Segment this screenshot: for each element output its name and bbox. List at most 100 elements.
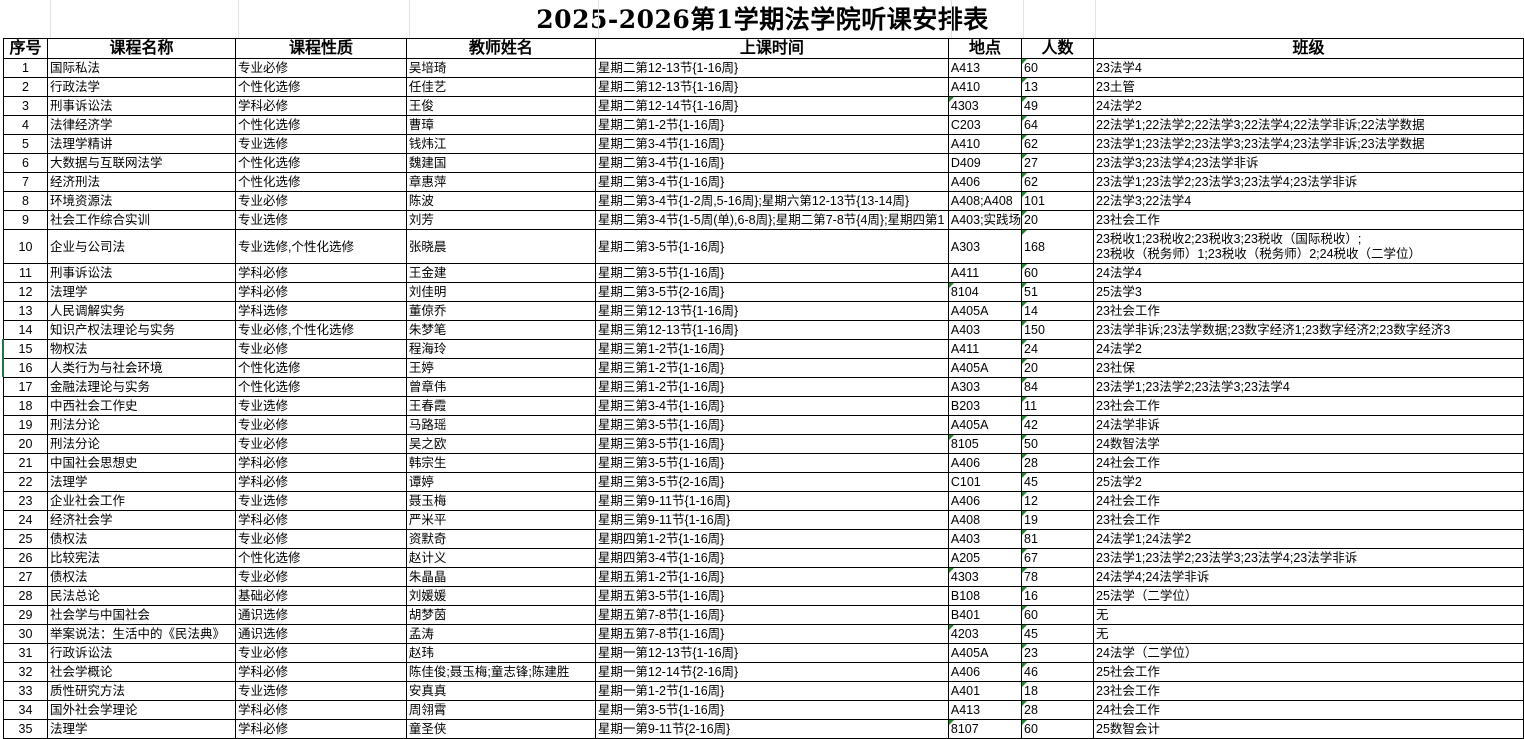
cell-course-type[interactable]: 专业选修 (234, 134, 407, 154)
cell-teacher[interactable]: 吴之欧 (405, 434, 596, 454)
cell-course-name[interactable]: 刑事诉讼法 (46, 96, 236, 116)
cell-count[interactable]: 14 (1021, 301, 1094, 321)
cell-course-type[interactable]: 个性化选修 (234, 548, 407, 568)
cell-course-type[interactable]: 个性化选修 (234, 172, 407, 192)
cell-location[interactable]: A408 (947, 510, 1023, 530)
cell-class[interactable]: 24法学4 (1093, 263, 1524, 283)
cell-course-type[interactable]: 专业必修 (234, 339, 407, 359)
cell-teacher[interactable]: 马路瑶 (405, 415, 596, 435)
cell-course-type[interactable]: 专业选修 (234, 210, 407, 230)
cell-teacher[interactable]: 资默奇 (405, 529, 596, 549)
cell-index[interactable]: 23 (3, 491, 48, 511)
cell-index[interactable]: 14 (3, 320, 48, 340)
cell-teacher[interactable]: 王金建 (405, 263, 596, 283)
cell-course-name[interactable]: 行政法学 (46, 77, 236, 97)
cell-count[interactable]: 67 (1021, 548, 1094, 568)
cell-teacher[interactable]: 韩宗生 (405, 453, 596, 473)
cell-course-name[interactable]: 举案说法：生活中的《民法典》 (46, 624, 236, 644)
cell-time[interactable]: 星期一第12-13节{1-16周} (594, 643, 949, 663)
cell-course-name[interactable]: 知识产权法理论与实务 (46, 320, 236, 340)
cell-count[interactable]: 42 (1021, 415, 1094, 435)
cell-course-type[interactable]: 专业必修 (234, 415, 407, 435)
cell-teacher[interactable]: 王俊 (405, 96, 596, 116)
cell-time[interactable]: 星期一第1-2节{1-16周} (594, 681, 949, 701)
cell-teacher[interactable]: 周翎霄 (405, 700, 596, 720)
cell-class[interactable]: 25法学（二学位） (1093, 586, 1524, 606)
cell-location[interactable]: A410 (947, 134, 1023, 154)
cell-teacher[interactable]: 朱晶晶 (405, 567, 596, 587)
cell-course-type[interactable]: 个性化选修 (234, 77, 407, 97)
cell-course-name[interactable]: 比较宪法 (46, 548, 236, 568)
header-index[interactable]: 序号 (3, 38, 48, 59)
cell-count[interactable]: 50 (1021, 434, 1094, 454)
cell-count[interactable]: 28 (1021, 453, 1094, 473)
cell-count[interactable]: 60 (1021, 605, 1094, 625)
cell-index[interactable]: 7 (3, 172, 48, 192)
cell-time[interactable]: 星期三第12-13节{1-16周} (594, 320, 949, 340)
cell-class[interactable]: 23法学3;23法学4;23法学非诉 (1093, 153, 1524, 173)
cell-location[interactable]: A408;A408 (947, 191, 1023, 211)
cell-time[interactable]: 星期二第12-14节{1-16周} (594, 96, 949, 116)
cell-count[interactable]: 23 (1021, 643, 1094, 663)
cell-index[interactable]: 22 (3, 472, 48, 492)
cell-count[interactable]: 11 (1021, 396, 1094, 416)
cell-time[interactable]: 星期二第3-4节{1-2周,5-16周};星期六第12-13节{13-14周} (594, 191, 949, 211)
cell-class[interactable]: 23社会工作 (1093, 510, 1524, 530)
cell-count[interactable]: 46 (1021, 662, 1094, 682)
cell-count[interactable]: 60 (1021, 58, 1094, 78)
cell-location[interactable]: A403 (947, 320, 1023, 340)
cell-course-name[interactable]: 法理学 (46, 282, 236, 302)
cell-course-type[interactable]: 基础必修 (234, 586, 407, 606)
cell-count[interactable]: 51 (1021, 282, 1094, 302)
cell-count[interactable]: 12 (1021, 491, 1094, 511)
cell-count[interactable]: 28 (1021, 700, 1094, 720)
cell-teacher[interactable]: 孟涛 (405, 624, 596, 644)
cell-course-name[interactable]: 企业社会工作 (46, 491, 236, 511)
cell-index[interactable]: 12 (3, 282, 48, 302)
cell-time[interactable]: 星期二第12-13节{1-16周} (594, 77, 949, 97)
cell-location[interactable]: A405A (947, 358, 1023, 378)
cell-index[interactable]: 27 (3, 567, 48, 587)
cell-course-name[interactable]: 环境资源法 (46, 191, 236, 211)
cell-count[interactable]: 78 (1021, 567, 1094, 587)
cell-time[interactable]: 星期四第3-4节{1-16周} (594, 548, 949, 568)
cell-course-type[interactable]: 专业必修 (234, 643, 407, 663)
cell-class[interactable]: 22法学3;22法学4 (1093, 191, 1524, 211)
cell-class[interactable]: 25法学3 (1093, 282, 1524, 302)
cell-teacher[interactable]: 陈波 (405, 191, 596, 211)
cell-index[interactable]: 16 (3, 358, 48, 378)
cell-count[interactable]: 45 (1021, 472, 1094, 492)
cell-count[interactable]: 101 (1021, 191, 1094, 211)
cell-location[interactable]: D409 (947, 153, 1023, 173)
cell-class[interactable]: 24社会工作 (1093, 491, 1524, 511)
cell-time[interactable]: 星期一第3-5节{1-16周} (594, 700, 949, 720)
cell-count[interactable]: 62 (1021, 134, 1094, 154)
cell-time[interactable]: 星期二第1-2节{1-16周} (594, 115, 949, 135)
cell-course-name[interactable]: 刑法分论 (46, 415, 236, 435)
cell-index[interactable]: 30 (3, 624, 48, 644)
cell-location[interactable]: A205 (947, 548, 1023, 568)
cell-teacher[interactable]: 朱梦笔 (405, 320, 596, 340)
cell-index[interactable]: 32 (3, 662, 48, 682)
cell-class[interactable]: 无 (1093, 624, 1524, 644)
cell-index[interactable]: 33 (3, 681, 48, 701)
cell-time[interactable]: 星期二第3-4节{1-16周} (594, 153, 949, 173)
cell-class[interactable]: 25法学2 (1093, 472, 1524, 492)
cell-class[interactable]: 23法学4 (1093, 58, 1524, 78)
cell-time[interactable]: 星期二第3-5节{2-16周} (594, 282, 949, 302)
header-teacher[interactable]: 教师姓名 (405, 38, 596, 59)
cell-time[interactable]: 星期二第3-4节{1-5周(单),6-8周};星期二第7-8节{4周};星期四第… (594, 210, 949, 230)
cell-teacher[interactable]: 刘佳明 (405, 282, 596, 302)
cell-index[interactable]: 26 (3, 548, 48, 568)
cell-index[interactable]: 2 (3, 77, 48, 97)
cell-location[interactable]: A401 (947, 681, 1023, 701)
cell-location[interactable]: B401 (947, 605, 1023, 625)
cell-location[interactable]: A406 (947, 662, 1023, 682)
cell-course-type[interactable]: 学科必修 (234, 662, 407, 682)
cell-index[interactable]: 4 (3, 115, 48, 135)
cell-location[interactable]: A406 (947, 491, 1023, 511)
cell-course-name[interactable]: 债权法 (46, 567, 236, 587)
cell-location[interactable]: A303 (947, 229, 1023, 264)
cell-course-type[interactable]: 学科选修 (234, 301, 407, 321)
cell-teacher[interactable]: 曹璋 (405, 115, 596, 135)
